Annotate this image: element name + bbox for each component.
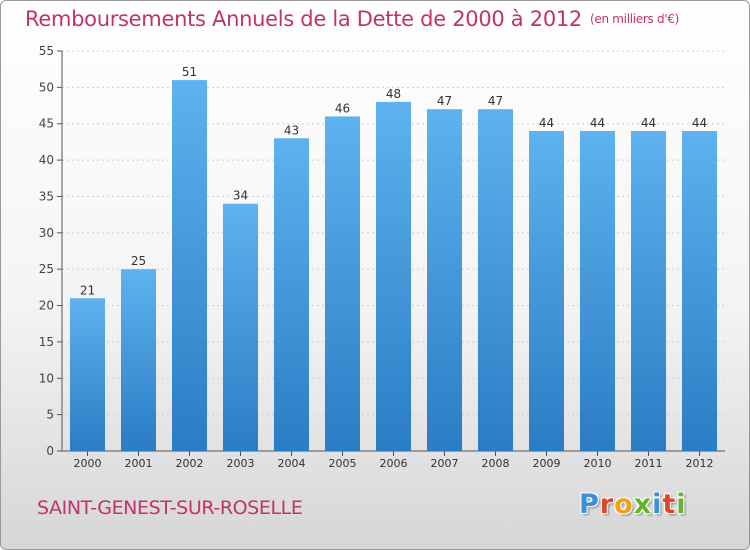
bar-2012 — [682, 131, 717, 451]
logo-letter: t — [662, 489, 677, 520]
x-tick-label: 2001 — [125, 457, 153, 470]
y-tick-label: 15 — [39, 335, 54, 349]
bar-2009 — [529, 131, 564, 451]
data-label: 44 — [641, 116, 656, 130]
y-tick-label: 45 — [39, 117, 54, 131]
x-tick-label: 2009 — [533, 457, 561, 470]
data-label: 44 — [692, 116, 707, 130]
x-tick-label: 2002 — [176, 457, 204, 470]
chart-title: Remboursements Annuels de la Dette de 20… — [25, 7, 679, 31]
data-label: 47 — [488, 94, 503, 108]
x-tick-label: 2005 — [329, 457, 357, 470]
y-tick-label: 25 — [39, 262, 54, 276]
y-tick-label: 10 — [39, 371, 54, 385]
data-label: 34 — [233, 189, 248, 203]
logo-letter: o — [614, 489, 634, 520]
y-tick-label: 0 — [46, 444, 54, 458]
bar-2008 — [478, 109, 513, 451]
y-tick-label: 55 — [39, 44, 54, 58]
y-tick-label: 30 — [39, 226, 54, 240]
bar-2005 — [325, 116, 360, 452]
y-tick-label: 40 — [39, 153, 54, 167]
y-tick-label: 35 — [39, 189, 54, 203]
bar-2001 — [121, 269, 156, 451]
y-tick-label: 20 — [39, 299, 54, 313]
data-label: 51 — [182, 65, 197, 79]
data-label: 48 — [386, 87, 401, 101]
x-tick-label: 2008 — [482, 457, 510, 470]
bar-2007 — [427, 109, 462, 451]
x-tick-label: 2012 — [686, 457, 714, 470]
data-label: 44 — [539, 116, 554, 130]
bar-2004 — [274, 138, 309, 452]
commune-name: SAINT-GENEST-SUR-ROSELLE — [37, 497, 303, 519]
bar-2000 — [70, 298, 105, 451]
data-label: 25 — [131, 254, 146, 268]
x-tick-label: 2000 — [74, 457, 102, 470]
chart-title-text: Remboursements Annuels de la Dette de 20… — [25, 7, 582, 31]
x-tick-label: 2010 — [584, 457, 612, 470]
x-tick-label: 2003 — [227, 457, 255, 470]
bar-2011 — [631, 131, 666, 451]
x-tick-label: 2004 — [278, 457, 306, 470]
logo-letter: x — [633, 489, 653, 520]
data-label: 47 — [437, 94, 452, 108]
logo-letter: P — [579, 489, 600, 520]
bar-2006 — [376, 101, 411, 451]
logo-letter: i — [652, 489, 663, 520]
y-tick-label: 50 — [39, 80, 54, 94]
bar-2010 — [580, 131, 615, 451]
bar-2002 — [172, 80, 207, 451]
y-tick-label: 5 — [46, 408, 54, 422]
data-label: 44 — [590, 116, 605, 130]
chart-subtitle: (en milliers d'€) — [590, 12, 680, 26]
data-label: 46 — [335, 101, 350, 115]
logo-letter: i — [676, 489, 687, 520]
x-tick-label: 2006 — [380, 457, 408, 470]
x-tick-label: 2007 — [431, 457, 459, 470]
data-label: 43 — [284, 123, 299, 137]
logo-letter: r — [599, 489, 615, 520]
proxiti-logo: Proxiti — [579, 489, 687, 520]
x-tick-label: 2011 — [635, 457, 663, 470]
data-label: 21 — [80, 283, 95, 297]
bar-2003 — [223, 203, 258, 451]
